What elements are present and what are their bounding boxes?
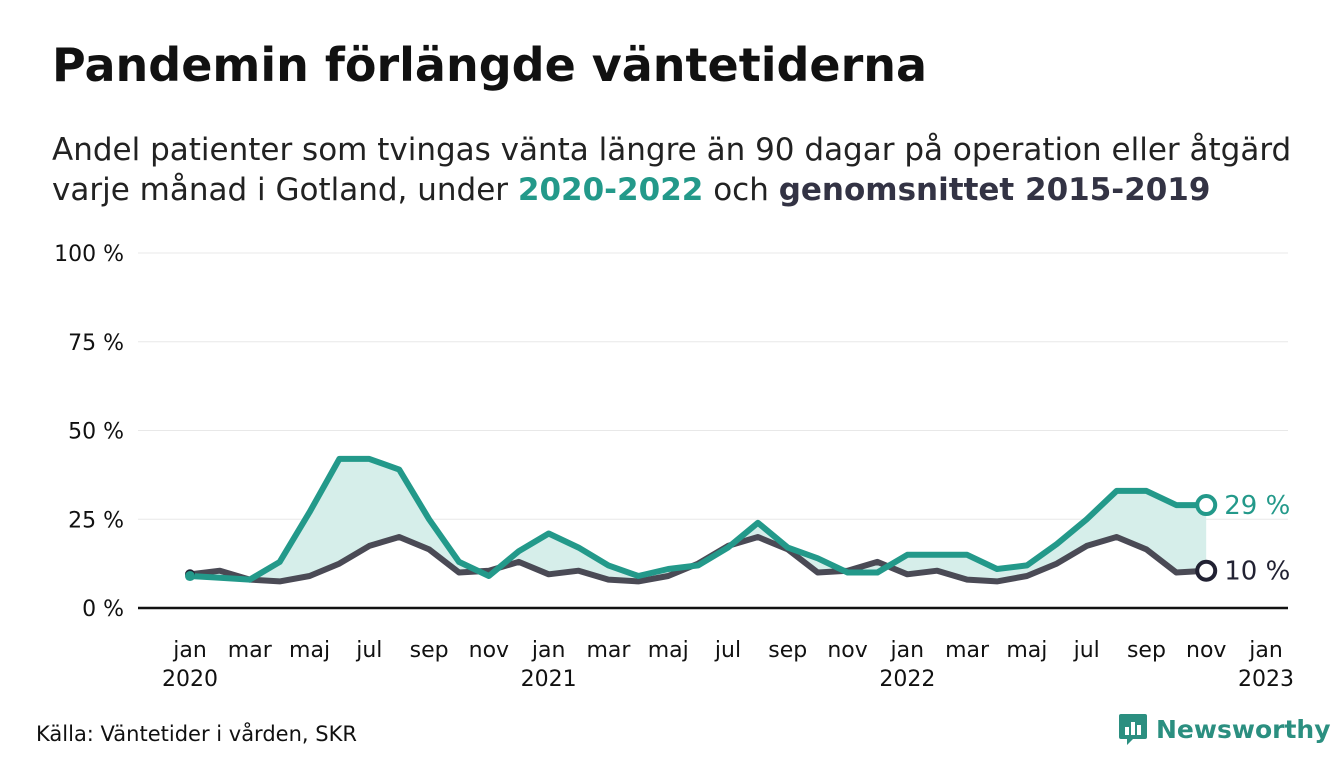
y-tick-label: 0 % — [82, 597, 124, 622]
y-tick-label: 50 % — [68, 420, 124, 445]
average-end-point — [1195, 559, 1218, 582]
subtitle-line-2: varje månad i Gotland, under 2020-2022 o… — [52, 170, 1340, 210]
current-series-line — [187, 455, 1210, 583]
x-tick-label: mar — [586, 638, 631, 663]
subtitle-average-period: genomsnittet 2015-2019 — [778, 172, 1211, 208]
x-tick-year-label: 2023 — [1238, 667, 1294, 692]
y-tick-label: 100 % — [54, 242, 124, 267]
x-tick-label: jul — [714, 638, 741, 663]
subtitle-mid: och — [703, 172, 779, 208]
current-end-label: 29 % — [1224, 491, 1290, 521]
gridlines — [138, 252, 1288, 520]
x-tick-label: nov — [827, 638, 867, 663]
series-markers — [185, 494, 1218, 582]
newsworthy-logo-icon — [1119, 714, 1147, 745]
x-tick-year-label: 2021 — [521, 667, 577, 692]
average-end-label: 10 % — [1224, 557, 1290, 587]
x-tick-label: sep — [768, 638, 807, 663]
current-start-point — [185, 571, 195, 582]
x-tick-label: maj — [289, 638, 330, 663]
x-tick-label: mar — [945, 638, 990, 663]
x-tick-label: sep — [410, 638, 449, 663]
chart-subtitle: Andel patienter som tvingas vänta längre… — [52, 130, 1340, 210]
y-tick-label: 25 % — [68, 508, 124, 533]
x-tick-label: jan — [890, 638, 925, 663]
x-tick-year-label: 2022 — [879, 667, 935, 692]
x-tick-label: nov — [469, 638, 509, 663]
x-tick-label: jul — [355, 638, 382, 663]
y-tick-label: 75 % — [68, 331, 124, 356]
x-tick-label: jan — [172, 638, 207, 663]
x-tick-label: mar — [228, 638, 273, 663]
x-tick-label: jan — [1248, 638, 1283, 663]
subtitle-line-1: Andel patienter som tvingas vänta längre… — [52, 132, 1292, 168]
x-tick-label: maj — [648, 638, 689, 663]
subtitle-prefix: varje månad i Gotland, under — [52, 172, 518, 208]
subtitle-current-period: 2020-2022 — [517, 172, 704, 208]
brand-logo: Newsworthy — [1118, 712, 1331, 746]
y-axis-labels: 0 % 25 % 50 % 75 % 100 % — [54, 242, 124, 622]
brand-name: Newsworthy — [1156, 714, 1331, 744]
x-tick-label: sep — [1127, 638, 1166, 663]
x-tick-label: nov — [1186, 638, 1226, 663]
difference-area — [190, 458, 1207, 582]
chart-title: Pandemin förlängde väntetiderna — [52, 38, 928, 92]
x-tick-year-label: 2020 — [162, 667, 218, 692]
x-tick-label: maj — [1006, 638, 1047, 663]
current-end-point — [1195, 494, 1218, 517]
x-tick-label: jan — [531, 638, 566, 663]
x-tick-label: jul — [1073, 638, 1100, 663]
source-note: Källa: Väntetider i vården, SKR — [36, 722, 357, 746]
